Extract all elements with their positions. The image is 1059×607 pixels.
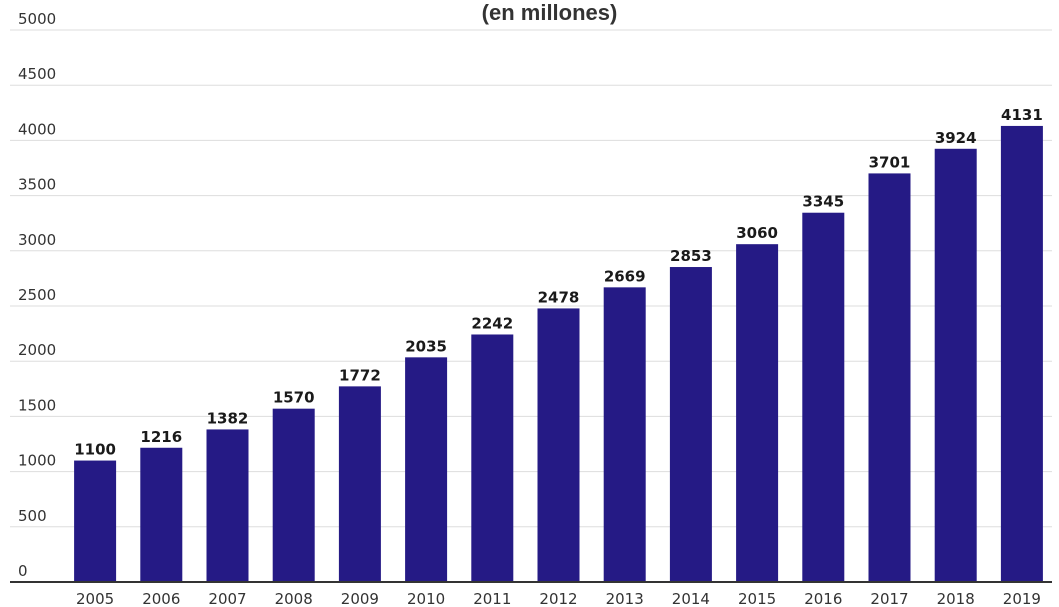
x-tick-label-2013: 2013 bbox=[606, 590, 644, 607]
bar-2013 bbox=[603, 287, 646, 582]
data-label-2012: 2478 bbox=[538, 288, 580, 306]
x-tick-label-2011: 2011 bbox=[473, 590, 511, 607]
data-label-2006: 1216 bbox=[140, 428, 182, 446]
x-tick-label-2018: 2018 bbox=[937, 590, 975, 607]
data-label-2018: 3924 bbox=[935, 129, 977, 147]
x-tick-label-2016: 2016 bbox=[804, 590, 842, 607]
bar-2014 bbox=[669, 267, 712, 582]
data-label-2010: 2035 bbox=[405, 337, 447, 355]
x-tick-label-2015: 2015 bbox=[738, 590, 776, 607]
bar-2006 bbox=[140, 447, 183, 582]
y-tick-label: 5000 bbox=[18, 10, 56, 28]
y-tick-label: 2000 bbox=[18, 341, 56, 359]
y-tick-label: 2500 bbox=[18, 286, 56, 304]
data-label-2014: 2853 bbox=[670, 247, 712, 265]
x-tick-label-2007: 2007 bbox=[208, 590, 246, 607]
y-tick-label: 3000 bbox=[18, 231, 56, 249]
x-tick-label-2005: 2005 bbox=[76, 590, 114, 607]
x-tick-label-2009: 2009 bbox=[341, 590, 379, 607]
bar-2007 bbox=[206, 429, 249, 582]
x-tick-label-2017: 2017 bbox=[870, 590, 908, 607]
x-tick-label-2010: 2010 bbox=[407, 590, 445, 607]
bars bbox=[74, 125, 1043, 583]
x-tick-label-2008: 2008 bbox=[275, 590, 313, 607]
data-label-2019: 4131 bbox=[1001, 106, 1043, 124]
bar-2016 bbox=[802, 212, 845, 582]
data-label-2015: 3060 bbox=[736, 224, 778, 242]
bar-2015 bbox=[736, 244, 779, 582]
y-tick-label: 1500 bbox=[18, 396, 56, 414]
x-axis-tick-labels: 2005 2006 2007 2008 2009 2010 2011 2012 2013 2014… bbox=[76, 590, 1041, 607]
data-label-2016: 3345 bbox=[802, 193, 844, 211]
y-tick-label: 3500 bbox=[18, 176, 56, 194]
bar-2017 bbox=[868, 173, 911, 582]
y-tick-label: 4500 bbox=[18, 65, 56, 83]
data-label-2011: 2242 bbox=[471, 314, 513, 332]
bar-2018 bbox=[934, 148, 977, 582]
y-tick-label: 500 bbox=[18, 507, 47, 525]
bar-2019 bbox=[1000, 125, 1043, 583]
data-label-2008: 1570 bbox=[273, 389, 315, 407]
data-label-2017: 3701 bbox=[869, 153, 911, 171]
bar-2011 bbox=[471, 334, 514, 582]
data-labels: 1100 1216 1382 1570 1772 2035 2242 2478 2669 2853… bbox=[74, 106, 1043, 459]
bar-2012 bbox=[537, 308, 580, 582]
y-axis-tick-labels: 0 500 1000 1500 2000 2500 3000 3500 4000 4500 5000 bbox=[18, 10, 56, 580]
x-tick-label-2006: 2006 bbox=[142, 590, 180, 607]
x-tick-label-2014: 2014 bbox=[672, 590, 710, 607]
x-tick-label-2012: 2012 bbox=[539, 590, 577, 607]
y-tick-label: 1000 bbox=[18, 452, 56, 470]
chart-title: (en millones) bbox=[481, 0, 618, 25]
bar-2010 bbox=[405, 357, 448, 582]
data-label-2007: 1382 bbox=[207, 409, 249, 427]
y-tick-label: 4000 bbox=[18, 120, 56, 138]
data-label-2013: 2669 bbox=[604, 267, 646, 285]
x-tick-label-2019: 2019 bbox=[1003, 590, 1041, 607]
data-label-2005: 1100 bbox=[74, 441, 116, 459]
data-label-2009: 1772 bbox=[339, 366, 381, 384]
y-tick-label: 0 bbox=[18, 562, 28, 580]
bar-2009 bbox=[338, 386, 381, 582]
bar-2008 bbox=[272, 408, 315, 582]
bar-2005 bbox=[74, 460, 117, 582]
